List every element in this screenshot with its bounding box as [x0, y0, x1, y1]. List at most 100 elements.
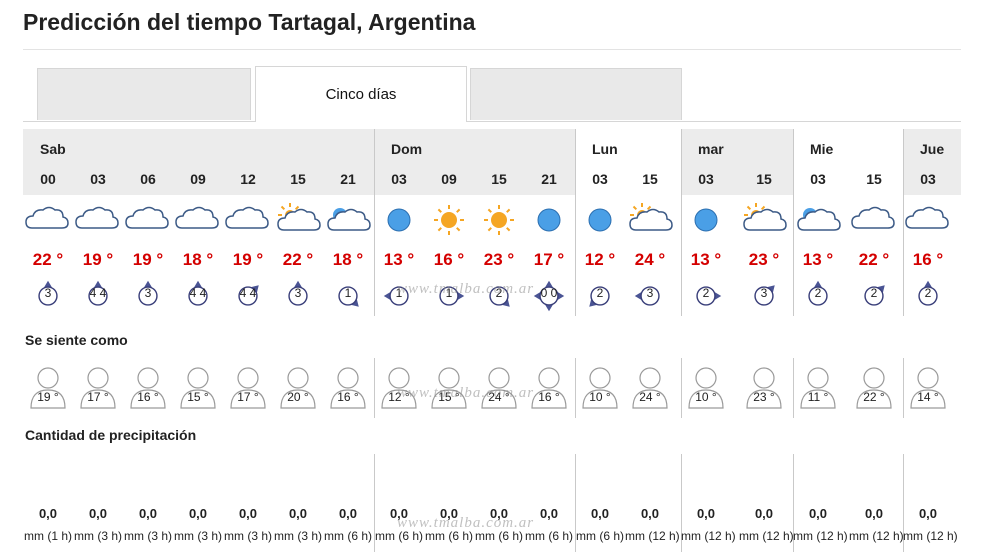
feels-like-value: 16 °: [137, 390, 159, 404]
feels-like-value: 12 °: [388, 390, 410, 404]
hour-label: 03: [920, 171, 936, 187]
sun-cloud-icon: [625, 203, 675, 237]
wind-speed: 3: [144, 286, 152, 300]
moon-cloud-icon: [323, 203, 373, 237]
feels-like-value: 14 °: [917, 390, 939, 404]
precipitation-unit: mm (6 h): [375, 529, 423, 543]
person-icon: [739, 366, 789, 410]
hour-label: 21: [340, 171, 356, 187]
feels-like-value: 15 °: [438, 390, 460, 404]
temperature: 16 °: [912, 250, 944, 269]
sun-cloud-icon: [273, 203, 323, 237]
tab-cinco-dias[interactable]: Cinco días: [255, 66, 467, 122]
day-separator: [793, 358, 794, 418]
person-icon: [173, 366, 223, 410]
day-separator: [903, 358, 904, 418]
wind-icon: [849, 279, 899, 309]
tab-first[interactable]: [37, 68, 251, 120]
hour-label: 03: [90, 171, 106, 187]
precipitation-unit: mm (6 h): [475, 529, 523, 543]
day-name: Jue: [920, 141, 945, 157]
wind-speed: 2: [596, 286, 604, 300]
feels-like-value: 10 °: [589, 390, 611, 404]
precipitation-value: 0,0: [640, 506, 660, 521]
hour-label: 03: [391, 171, 407, 187]
person-icon: [73, 366, 123, 410]
tab-label: Cinco días: [325, 86, 397, 103]
temperature: 13 °: [690, 250, 722, 269]
precipitation-value: 0,0: [439, 506, 459, 521]
day-separator: [681, 358, 682, 418]
wind-speed: 3: [760, 286, 768, 300]
person-icon: [524, 366, 574, 410]
wind-icon: [73, 279, 123, 309]
moon-icon: [575, 203, 625, 237]
feels-like-value: 24 °: [488, 390, 510, 404]
moon-icon: [681, 203, 731, 237]
day-separator: [575, 358, 576, 418]
day-name: Sab: [40, 141, 66, 157]
day-separator: [374, 129, 375, 316]
cloud-icon: [223, 203, 273, 237]
wind-speed: 3: [44, 286, 52, 300]
wind-icon: [474, 279, 524, 309]
day-separator: [681, 454, 682, 552]
wind-icon: [524, 279, 574, 312]
feels-like-value: 17 °: [87, 390, 109, 404]
feels-like-value: 24 °: [639, 390, 661, 404]
wind-speed: 2: [702, 286, 710, 300]
precipitation-unit: mm (12 h): [739, 529, 794, 543]
tab-third[interactable]: [470, 68, 682, 120]
precipitation-unit: mm (6 h): [425, 529, 473, 543]
day-separator: [681, 129, 682, 316]
person-icon: [474, 366, 524, 410]
moon-icon: [374, 203, 424, 237]
precipitation-unit: mm (12 h): [793, 529, 848, 543]
hour-label: 03: [698, 171, 714, 187]
wind-icon: [739, 279, 789, 309]
wind-icon: [323, 279, 373, 309]
precipitation-unit: mm (12 h): [903, 529, 958, 543]
day-name: Mie: [810, 141, 834, 157]
day-separator: [575, 454, 576, 552]
feels-like-value: 16 °: [337, 390, 359, 404]
wind-speed: 1: [445, 286, 453, 300]
precipitation-unit: mm (3 h): [74, 529, 122, 543]
precipitation-unit: mm (3 h): [174, 529, 222, 543]
temperature: 23 °: [483, 250, 515, 269]
day-separator: [793, 454, 794, 552]
day-separator: [575, 129, 576, 316]
hour-label: 09: [441, 171, 457, 187]
precipitation-unit: mm (6 h): [525, 529, 573, 543]
feels-like-value: 11 °: [807, 390, 829, 404]
person-icon: [23, 366, 73, 410]
day-name: mar: [698, 141, 724, 157]
temperature: 13 °: [802, 250, 834, 269]
feels-like-value: 17 °: [237, 390, 259, 404]
temperature: 17 °: [533, 250, 565, 269]
hour-label: 03: [592, 171, 608, 187]
temperature: 16 °: [433, 250, 465, 269]
wind-speed: 2: [924, 286, 932, 300]
hour-label: 03: [810, 171, 826, 187]
person-icon: [793, 366, 843, 410]
feels-like-value: 15 °: [187, 390, 209, 404]
day-separator: [374, 454, 375, 552]
precipitation-unit: mm (12 h): [625, 529, 680, 543]
sun-icon: [424, 203, 474, 237]
precipitation-value: 0,0: [288, 506, 308, 521]
precipitation-unit: mm (3 h): [274, 529, 322, 543]
watermark: www.tmalba.com.ar: [397, 385, 535, 401]
precipitation-value: 0,0: [138, 506, 158, 521]
hour-label: 15: [756, 171, 772, 187]
watermark: www.tmalba.com.ar: [397, 281, 535, 297]
day-name: Lun: [592, 141, 618, 157]
wind-icon: [374, 279, 424, 309]
precipitation-value: 0,0: [590, 506, 610, 521]
temperature: 22 °: [282, 250, 314, 269]
precipitation-unit: mm (12 h): [681, 529, 736, 543]
precipitation-unit: mm (6 h): [576, 529, 624, 543]
precipitation-value: 0,0: [808, 506, 828, 521]
wind-icon: [23, 279, 73, 309]
hour-label: 15: [491, 171, 507, 187]
